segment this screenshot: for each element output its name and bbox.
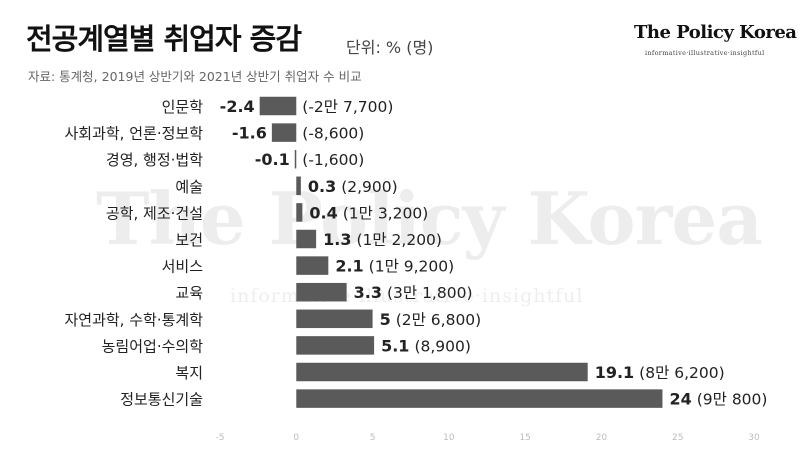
bar (296, 336, 375, 355)
count-annotation: (2,900) (341, 178, 397, 196)
value-label: 2.1 (335, 257, 363, 276)
category-label: 서비스 (162, 258, 204, 276)
category-label: 보건 (175, 231, 203, 249)
count-annotation: (-1,600) (302, 151, 364, 169)
bar (294, 149, 297, 169)
count-annotation: (8,900) (414, 337, 470, 355)
x-tick-label: 20 (596, 433, 608, 443)
brand-tagline: informative·illustrative·insightful (645, 49, 765, 57)
value-label: 0.3 (308, 177, 336, 196)
bar (296, 362, 588, 382)
category-label: 예술 (175, 178, 203, 196)
bar (259, 96, 297, 116)
x-tick-label: -5 (216, 433, 225, 443)
count-annotation: (-8,600) (302, 125, 364, 143)
count-annotation: (1만 2,200) (356, 231, 442, 249)
category-label: 인문학 (162, 98, 204, 116)
bar (271, 123, 297, 142)
count-annotation: (2만 6,800) (396, 311, 482, 329)
x-tick-label: 5 (370, 433, 376, 443)
count-annotation: (9만 800) (697, 391, 768, 409)
value-label: 0.4 (309, 203, 337, 222)
bar (296, 256, 329, 275)
category-label: 자연과학, 수학·통계학 (64, 311, 203, 329)
count-annotation: (8만 6,200) (639, 364, 725, 382)
x-tick-label: 30 (748, 433, 760, 443)
bar (296, 282, 347, 302)
x-tick-label: 25 (672, 433, 683, 443)
bar (296, 389, 663, 408)
chart-title: 전공계열별 취업자 증감 (26, 22, 302, 56)
x-tick-label: 0 (293, 433, 299, 443)
value-label: 1.3 (323, 230, 351, 249)
value-label: -1.6 (232, 124, 267, 143)
bar (296, 309, 373, 329)
count-annotation: (-2만 7,700) (302, 98, 393, 116)
bar (296, 203, 303, 222)
category-label: 복지 (175, 364, 203, 382)
bar (296, 229, 317, 249)
category-label: 공학, 제조·건설 (106, 204, 203, 222)
category-label: 정보통신기술 (120, 391, 203, 409)
unit-label: 단위: % (명) (346, 38, 434, 57)
category-label: 사회과학, 언론·정보학 (64, 125, 203, 143)
value-label: 19.1 (595, 363, 634, 382)
category-label: 경영, 행정·법학 (106, 151, 203, 169)
value-label: 3.3 (354, 283, 382, 302)
x-tick-label: 15 (519, 433, 530, 443)
value-label: 5.1 (381, 336, 409, 355)
count-annotation: (3만 1,800) (387, 284, 473, 302)
value-label: -0.1 (255, 150, 290, 169)
value-label: 24 (669, 390, 691, 409)
value-label: 5 (380, 310, 391, 329)
category-label: 농림어업·수의학 (102, 337, 204, 355)
count-annotation: (1만 3,200) (343, 204, 429, 222)
source-note: 자료: 통계청, 2019년 상반기와 2021년 상반기 취업자 수 비교 (28, 69, 362, 84)
value-label: -2.4 (220, 97, 255, 116)
bar (296, 176, 301, 196)
brand-logo: The Policy Korea (634, 22, 797, 43)
category-label: 교육 (175, 284, 203, 302)
count-annotation: (1만 9,200) (369, 258, 455, 276)
x-tick-label: 10 (443, 433, 455, 443)
